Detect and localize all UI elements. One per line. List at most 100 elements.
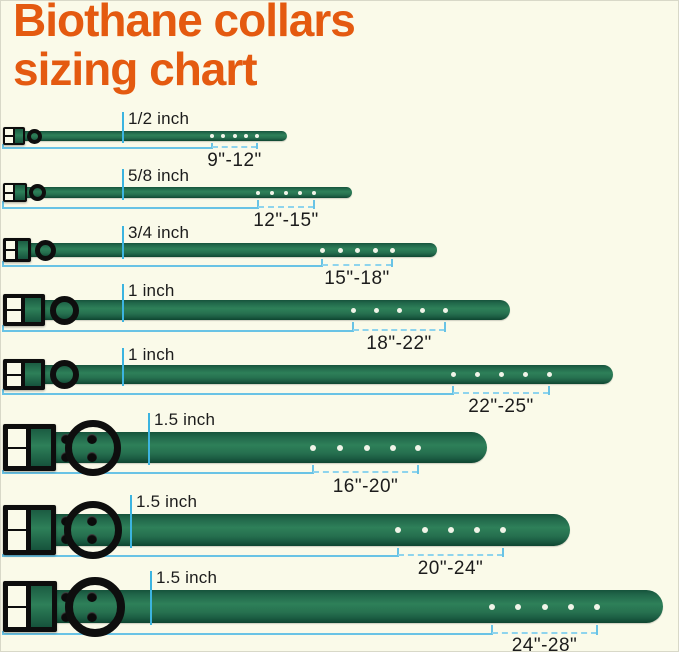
- buckle-window: [5, 193, 14, 200]
- punch-hole: [594, 603, 600, 610]
- rivet: [87, 451, 97, 462]
- width-label-tick: [150, 571, 152, 625]
- punch-hole: [337, 247, 343, 253]
- punch-hole: [372, 247, 378, 253]
- size-range-label: 15"-18": [324, 268, 390, 289]
- width-label-tick: [122, 348, 124, 386]
- buckle-window: [8, 586, 27, 606]
- rivet: [87, 591, 97, 602]
- punch-hole: [373, 307, 379, 313]
- buckle-windows: [5, 129, 13, 143]
- buckle-windows: [8, 510, 27, 550]
- collar-strap: [5, 514, 570, 546]
- punch-hole: [210, 134, 214, 138]
- buckle-strap-wrap: [14, 129, 23, 143]
- width-label: 5/8 inch: [128, 166, 190, 185]
- buckle: [3, 127, 25, 145]
- measure-last-hole-tick: [417, 465, 419, 474]
- punch-hole: [419, 307, 425, 313]
- measure-line: [2, 633, 492, 635]
- collar-strap: [5, 365, 613, 384]
- width-label-tick: [130, 495, 132, 548]
- punch-hole: [450, 372, 456, 377]
- measure-last-hole-tick: [596, 625, 598, 635]
- punch-hole: [396, 307, 402, 313]
- width-label: 1 inch: [128, 345, 175, 364]
- punch-hole: [498, 372, 504, 377]
- size-range-label: 9"-12": [207, 150, 262, 171]
- measure-dashed-line: [492, 632, 597, 634]
- width-label: 1.5 inch: [136, 492, 198, 511]
- buckle-windows: [6, 241, 16, 259]
- measure-last-hole-tick: [444, 322, 446, 332]
- buckle-windows: [7, 298, 22, 322]
- d-ring: [64, 501, 122, 559]
- d-ring: [49, 295, 79, 325]
- measure-dashed-line: [398, 554, 503, 556]
- buckle-strap-wrap: [15, 185, 25, 200]
- size-range-label: 18"-22": [366, 333, 432, 354]
- punch-hole: [542, 603, 548, 610]
- measure-first-hole-tick: [257, 200, 259, 209]
- rivet: [61, 591, 71, 602]
- buckle-window: [8, 448, 27, 466]
- measure-dashed-line: [322, 264, 392, 266]
- measure-dashed-line: [453, 392, 549, 394]
- measure-left-tick: [2, 261, 4, 267]
- buckle: [3, 183, 27, 202]
- width-label: 1.5 inch: [154, 410, 216, 429]
- buckle-window: [8, 429, 27, 447]
- punch-hole: [442, 307, 448, 313]
- width-label: 1/2 inch: [128, 109, 190, 128]
- measure-first-hole-tick: [321, 259, 323, 267]
- punch-hole: [284, 190, 288, 195]
- measure-line: [2, 207, 258, 209]
- width-label-tick: [148, 413, 150, 465]
- d-ring: [65, 419, 121, 476]
- measure-last-hole-tick: [256, 143, 258, 149]
- measure-dashed-line: [313, 471, 418, 473]
- measure-dashed-line: [212, 146, 257, 148]
- buckle: [3, 581, 57, 632]
- punch-hole: [489, 603, 495, 610]
- buckle-windows: [8, 429, 27, 466]
- punch-hole: [350, 307, 356, 313]
- size-range-label: 22"-25": [468, 396, 534, 417]
- size-range-label: 16"-20": [332, 476, 399, 497]
- d-ring: [26, 128, 42, 144]
- punch-hole: [389, 247, 395, 253]
- measure-left-tick: [2, 554, 4, 557]
- measure-first-hole-tick: [312, 465, 314, 474]
- measure-last-hole-tick: [502, 548, 504, 557]
- measure-dashed-line: [258, 206, 314, 208]
- buckle-strap-wrap: [18, 241, 28, 259]
- punch-hole: [515, 603, 521, 610]
- punch-hole: [474, 372, 480, 377]
- size-range-label: 20"-24": [417, 558, 484, 579]
- collar-strap: [5, 243, 437, 257]
- punch-hole: [546, 372, 552, 377]
- measure-first-hole-tick: [491, 625, 493, 635]
- collar-strap: [5, 187, 352, 198]
- buckle-window: [5, 137, 13, 143]
- rivet: [87, 611, 97, 622]
- measure-left-tick: [2, 470, 4, 474]
- measure-last-hole-tick: [313, 200, 315, 209]
- buckle: [3, 238, 31, 262]
- measure-line: [2, 555, 398, 557]
- collar-strap: [5, 131, 287, 141]
- rivet: [87, 516, 97, 526]
- width-label: 1 inch: [128, 281, 175, 300]
- buckle: [3, 359, 45, 390]
- width-label-tick: [122, 226, 124, 259]
- punch-hole: [337, 444, 343, 451]
- measure-line: [2, 393, 453, 395]
- buckle: [3, 505, 56, 555]
- punch-hole: [395, 527, 401, 533]
- buckle-window: [7, 363, 22, 374]
- size-range-label: 12"-15": [253, 210, 319, 231]
